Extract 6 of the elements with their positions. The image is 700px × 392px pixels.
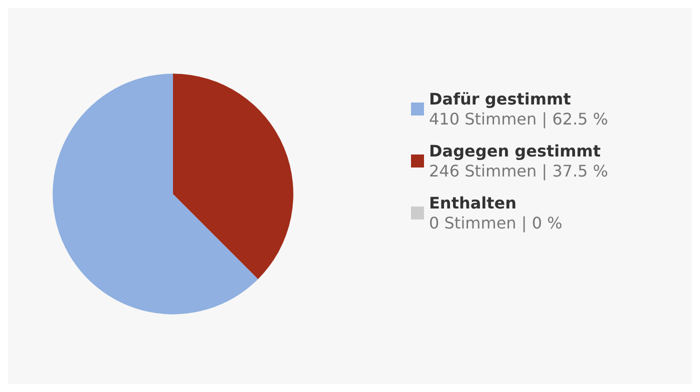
data-label: 410 Stimmen | 62.5 % bbox=[429, 110, 608, 128]
legend-label: Dafür gestimmt bbox=[429, 90, 572, 108]
data-label: 246 Stimmen | 37.5 % bbox=[429, 162, 608, 180]
text: 0 Stimmen | 0 % bbox=[429, 214, 562, 232]
legend-label: Dagegen gestimmt bbox=[429, 142, 601, 160]
legend-label: Enthalten bbox=[429, 194, 517, 212]
